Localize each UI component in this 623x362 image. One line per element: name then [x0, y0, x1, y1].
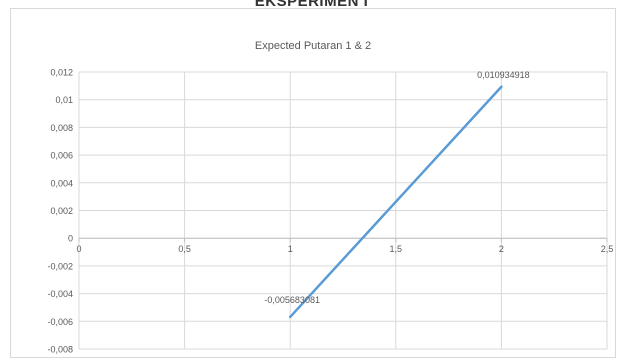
y-tick-label: 0,008	[50, 123, 73, 133]
cropped-header-text: EKSPERIMEN I	[254, 0, 369, 10]
line-chart: Expected Putaran 1 & 2 -0,008 -0,006 -0,00…	[47, 40, 613, 355]
cropped-header: EKSPERIMEN I	[0, 0, 623, 10]
chart-area: Expected Putaran 1 & 2 -0,008 -0,006 -0,00…	[10, 8, 616, 358]
y-tick-label: -0,008	[47, 345, 73, 355]
x-tick-label: 1,5	[390, 244, 403, 254]
x-tick-label: 2,5	[601, 244, 614, 254]
axes: -0,008-0,006-0,004-0,00200,0020,0040,006…	[47, 68, 613, 355]
data-labels: -0,005683081 0,010934918	[264, 70, 529, 305]
y-tick-label: 0,012	[50, 68, 73, 78]
y-tick-label: 0,006	[50, 151, 73, 161]
data-label: 0,010934918	[477, 70, 530, 80]
y-tick-label: 0,004	[50, 178, 73, 188]
x-tick-label: 0,5	[178, 244, 191, 254]
series-line	[288, 85, 503, 319]
y-tick-label: 0	[68, 234, 73, 244]
y-tick-label: 0,01	[55, 95, 73, 105]
y-tick-label: -0,006	[47, 317, 73, 327]
chart-title: Expected Putaran 1 & 2	[255, 40, 371, 52]
x-tick-label: 0	[76, 244, 81, 254]
y-tick-label: 0,002	[50, 206, 73, 216]
x-tick-label: 2	[499, 244, 504, 254]
series-layer	[288, 85, 503, 319]
x-tick-label: 1	[288, 244, 293, 254]
y-tick-label: -0,002	[47, 261, 73, 271]
gridlines	[78, 71, 608, 350]
data-label: -0,005683081	[264, 295, 320, 305]
y-tick-label: -0,004	[47, 289, 73, 299]
